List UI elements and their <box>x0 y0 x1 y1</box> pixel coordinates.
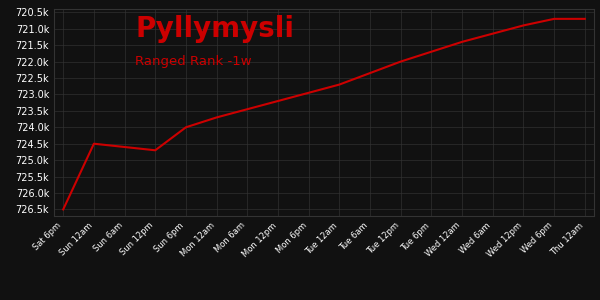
Text: Pyllymysli: Pyllymysli <box>135 15 294 43</box>
Text: Ranged Rank -1w: Ranged Rank -1w <box>135 55 251 68</box>
